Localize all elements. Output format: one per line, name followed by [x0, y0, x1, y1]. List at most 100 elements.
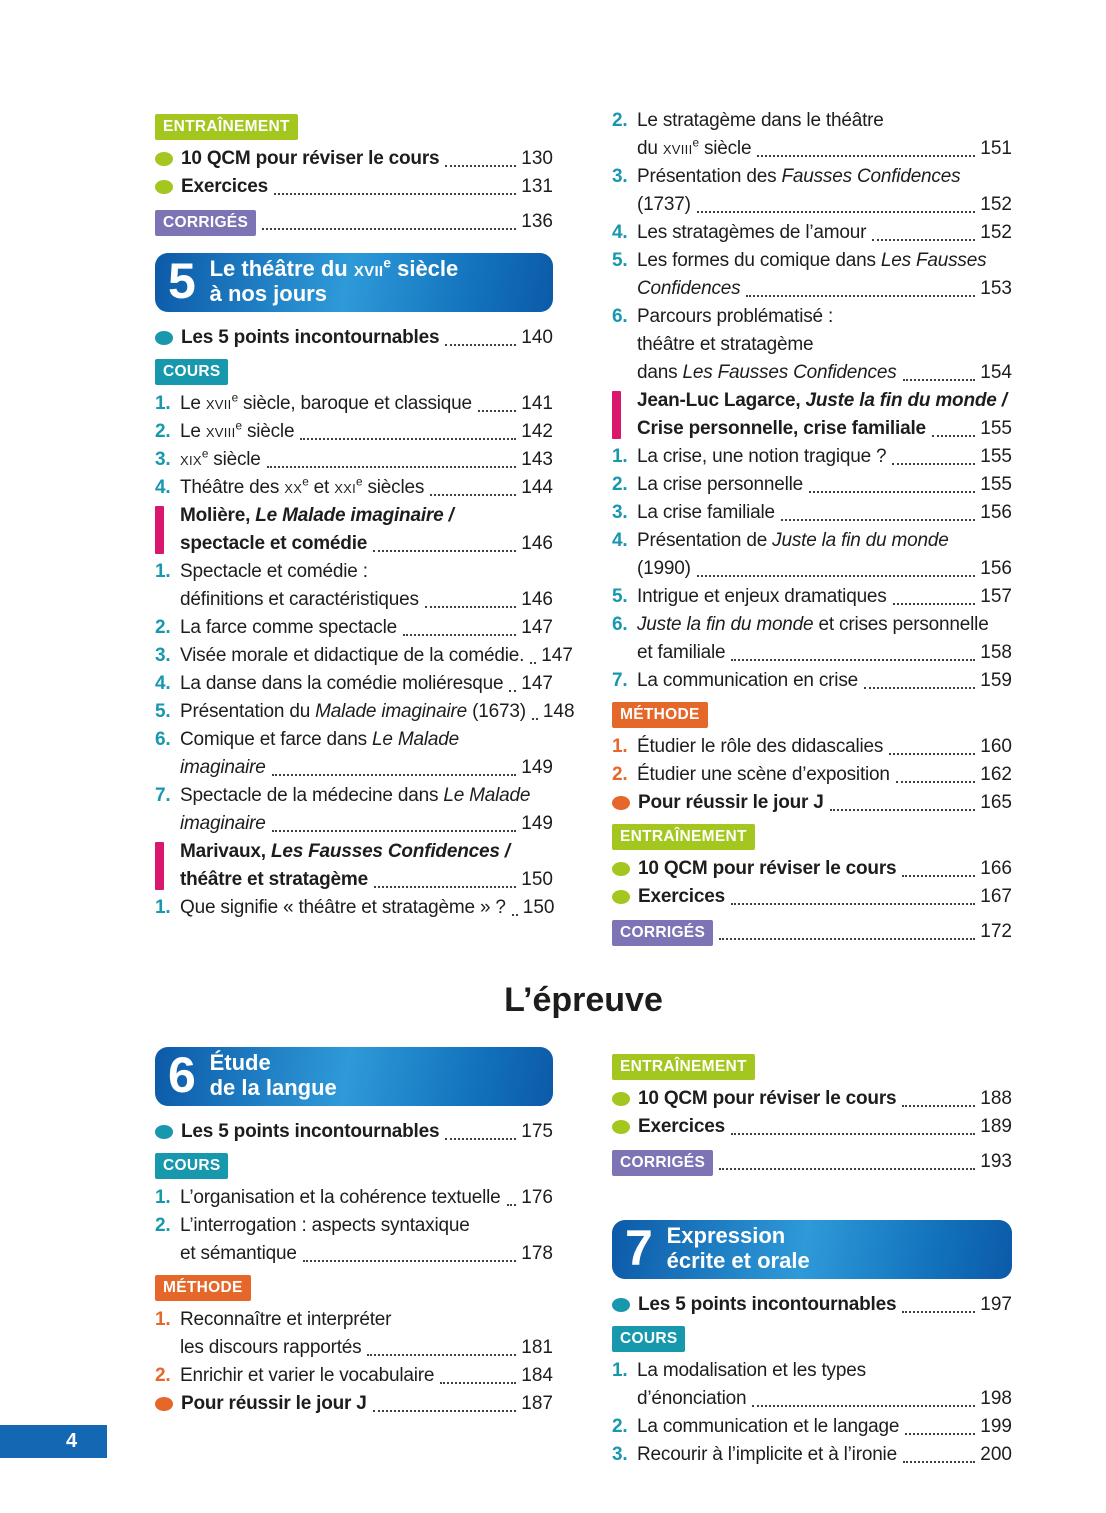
text-segment: Les Fausses Confidences / [270, 841, 510, 862]
item-line: L’organisation et la cohérence textuelle… [180, 1184, 553, 1212]
line-text: Que signifie « théâtre et stratagème » ? [180, 894, 506, 922]
dot-leader [530, 662, 537, 664]
item-body: Visée morale et didactique de la comédie… [180, 642, 573, 670]
page-number: 4 [65, 1430, 78, 1452]
text-segment: La crise, une notion tragique ? [637, 446, 887, 467]
dot-leader [372, 1410, 517, 1412]
dot-leader [477, 410, 517, 412]
dot-leader [895, 781, 976, 783]
item-line: théâtre et stratagème [637, 331, 1012, 359]
item-body: Marivaux, Les Fausses Confidences / théât… [180, 838, 553, 894]
chapter-title: Le théâtre du xviie siècle à nos jours [210, 256, 459, 306]
page-ref: 200 [980, 1444, 1012, 1465]
toc-item: 1. Que signifie « théâtre et stratagème »… [155, 894, 555, 922]
dot-leader [373, 550, 517, 552]
toc-bullet-item: 10 QCM pour réviser le cours 166 [612, 855, 1012, 883]
toc-bullet-item: Exercices 167 [612, 883, 1012, 911]
text-segment: siècle [241, 421, 295, 442]
toc-bullet-item: Exercices 131 [155, 173, 553, 201]
toc-item: 2. Enrichir et varier le vocabulaire 184 [155, 1362, 553, 1390]
item-line: xixe siècle 143 [180, 446, 553, 474]
item-number: 3. [612, 166, 628, 187]
page-ref: 189 [980, 1116, 1012, 1137]
page-ref: 155 [980, 446, 1012, 467]
item-number: 7. [155, 785, 171, 806]
bullet-label: 10 QCM pour réviser le cours [638, 858, 897, 879]
line-text: (1737) [637, 191, 691, 219]
text-segment: et crises personnelle [813, 614, 989, 635]
page-ref: 176 [521, 1187, 553, 1208]
page-ref: 147 [521, 673, 553, 694]
page-ref: 158 [980, 642, 1012, 663]
toc-section-header: Molière, Le Malade imaginaire / spectacle… [155, 502, 553, 558]
page-ref: 147 [521, 617, 553, 638]
item-number: 4. [612, 530, 628, 551]
toc-item: 2. Le xviiie siècle 142 [155, 418, 553, 446]
page-ref: 144 [521, 477, 553, 498]
badge-row: MÉTHODE [155, 1275, 553, 1301]
page-ref: 153 [980, 278, 1012, 299]
bullet-icon [612, 1298, 630, 1312]
item-body: Spectacle de la médecine dans Le Malade i… [180, 782, 553, 838]
toc-item: 1. Reconnaître et interpréter les discours… [155, 1306, 553, 1362]
item-line: Étudier le rôle des didascalies 160 [637, 733, 1012, 761]
text-segment: Le [180, 393, 206, 414]
item-number: 1. [155, 1309, 171, 1330]
line-text: définitions et caractéristiques [180, 586, 419, 614]
bullet-icon [155, 331, 173, 345]
page-ref: 148 [542, 701, 575, 722]
text-segment: Juste la fin du monde [772, 530, 949, 551]
toc-item: 6. Comique et farce dans Le Malade imagina… [155, 726, 553, 782]
item-body: Les formes du comique dans Les Fausses Co… [637, 247, 1012, 303]
line-text: Crise personnelle, crise familiale [637, 415, 926, 443]
bullet-label: Exercices [638, 1116, 725, 1137]
text-segment: e [231, 391, 239, 405]
line-text: les discours rapportés [180, 1334, 362, 1362]
text-segment: Crise personnelle, crise familiale [637, 418, 926, 439]
item-number: 3. [612, 502, 628, 523]
text-segment: Le Malade [443, 785, 531, 806]
item-line: La crise, une notion tragique ? 155 [637, 443, 1012, 471]
toc-item: 2. Étudier une scène d’exposition 162 [612, 761, 1012, 789]
item-number: 1. [612, 1360, 628, 1381]
line-text: L’organisation et la cohérence textuelle [180, 1184, 501, 1212]
page-ref: 178 [521, 1243, 553, 1264]
toc-bullet-item: Les 5 points incontournables 140 [155, 324, 553, 352]
item-body: L’organisation et la cohérence textuelle… [180, 1184, 553, 1212]
dot-leader [440, 1382, 517, 1384]
item-line: spectacle et comédie 146 [180, 530, 553, 558]
item-number: 4. [155, 673, 171, 694]
item-body: Parcours problématisé : théâtre et strata… [637, 303, 1012, 387]
dot-leader [424, 606, 517, 608]
item-number: 1. [155, 561, 171, 582]
line-text: Le xviie siècle, baroque et classique [180, 390, 472, 418]
page-ref: 150 [522, 897, 555, 918]
item-number: 2. [155, 617, 171, 638]
dot-leader [864, 687, 976, 689]
item-line: Spectacle et comédie : [180, 558, 553, 586]
page-ref: 142 [521, 421, 553, 442]
dot-leader [752, 1405, 976, 1407]
dot-leader [905, 1433, 976, 1435]
item-body: Étudier une scène d’exposition 162 [637, 761, 1012, 789]
item-body: La danse dans la comédie moliéresque 147 [180, 670, 553, 698]
page-ref: 160 [980, 736, 1012, 757]
badge-entrainement: ENTRAÎNEMENT [612, 824, 755, 850]
text-segment: siècle, baroque et classique [237, 393, 472, 414]
section-color-bar [155, 842, 164, 890]
item-body: Présentation des Fausses Confidences (173… [637, 163, 1012, 219]
item-line: Présentation de Juste la fin du monde [637, 527, 1012, 555]
item-line: et sémantique 178 [180, 1240, 553, 1268]
chapter-title-line: de la langue [210, 1075, 337, 1100]
toc-item: 7. Spectacle de la médecine dans Le Malad… [155, 782, 553, 838]
text-segment: e [235, 419, 243, 433]
badge-row: CORRIGÉS 193 [612, 1148, 1012, 1176]
page-ref: 149 [521, 757, 553, 778]
item-number: 5. [155, 701, 171, 722]
toc-item: 2. La communication et le langage 199 [612, 1413, 1012, 1441]
line-text: d’énonciation [637, 1385, 747, 1413]
item-line: et familiale 158 [637, 639, 1012, 667]
toc-item: 4. La danse dans la comédie moliéresque 14… [155, 670, 553, 698]
item-line: Comique et farce dans Le Malade [180, 726, 553, 754]
line-text: Étudier le rôle des didascalies [637, 733, 883, 761]
